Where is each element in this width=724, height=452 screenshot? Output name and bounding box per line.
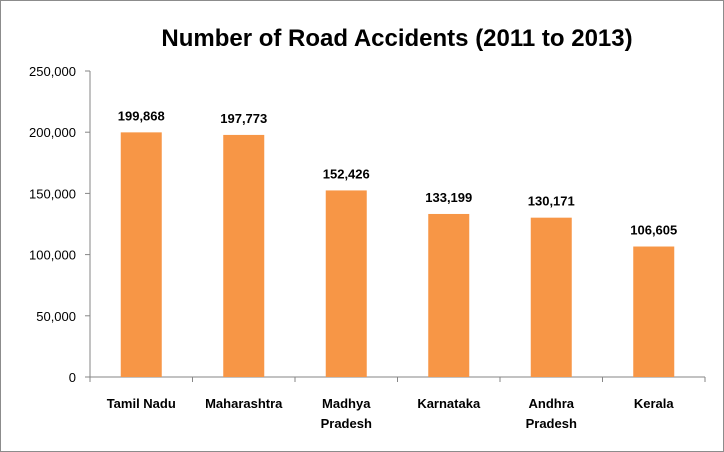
x-tick-label-line: Karnataka — [417, 396, 481, 411]
bar — [120, 132, 162, 377]
x-tick-label-line: Maharashtra — [205, 396, 283, 411]
x-tick-label-line: Tamil Nadu — [107, 396, 176, 411]
bar — [633, 246, 675, 377]
data-label: 197,773 — [220, 111, 267, 126]
x-tick-label: Tamil Nadu — [107, 396, 176, 411]
x-tick-label-line: Kerala — [634, 396, 675, 411]
bar — [223, 134, 265, 377]
data-labels: 199,868 197,773 152,426 133,199 130,171 106,6… — [118, 108, 678, 237]
y-tick-label: 200,000 — [29, 125, 76, 140]
x-tick-label-line: Madhya — [322, 396, 371, 411]
y-tick-label: 250,000 — [29, 64, 76, 79]
y-tick-label: 100,000 — [29, 248, 76, 263]
bar — [530, 217, 572, 377]
data-label: 133,199 — [425, 190, 472, 205]
y-tick-label: 50,000 — [36, 309, 76, 324]
y-tick-label: 150,000 — [29, 186, 76, 201]
x-tick-label-line: Andhra — [529, 396, 575, 411]
x-tick-label: Kerala — [634, 396, 675, 411]
x-tick-label: Karnataka — [417, 396, 481, 411]
bars — [120, 132, 675, 377]
x-axis: Tamil Nadu Maharashtra Madhya Pradesh Karnat… — [89, 376, 706, 431]
chart-title: Number of Road Accidents (2011 to 2013) — [161, 25, 633, 52]
y-tick-label: 0 — [69, 370, 76, 385]
data-label: 152,426 — [323, 166, 370, 181]
x-tick-label: Maharashtra — [205, 396, 283, 411]
x-tick-label: Madhya Pradesh — [321, 396, 372, 431]
x-tick-label-line: Pradesh — [526, 416, 577, 431]
data-label: 130,171 — [528, 194, 575, 209]
bar — [428, 213, 470, 377]
x-tick-label: Andhra Pradesh — [526, 396, 577, 431]
y-axis: 0 50,000 100,000 150,000 200,000 250,000 — [29, 64, 91, 385]
data-label: 106,605 — [630, 223, 677, 238]
data-label: 199,868 — [118, 108, 165, 123]
x-tick-label-line: Pradesh — [321, 416, 372, 431]
bar — [325, 190, 367, 377]
